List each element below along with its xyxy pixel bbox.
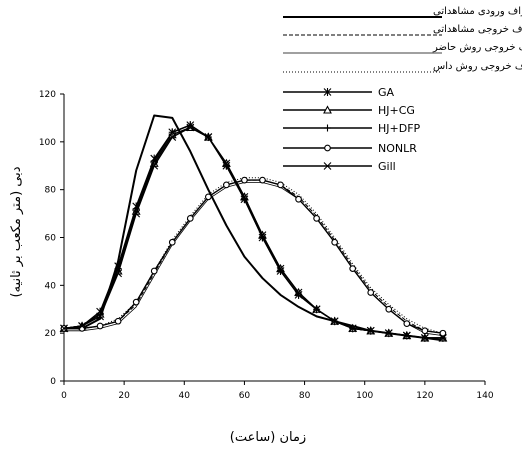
data-point bbox=[367, 289, 375, 296]
legend: هیدروگراف ورودی مشاهداتی هیدروگراف خروجی … bbox=[283, 5, 522, 173]
data-point bbox=[241, 176, 248, 184]
legend-marker bbox=[323, 105, 332, 114]
data-point bbox=[330, 317, 339, 326]
data-point bbox=[276, 264, 285, 273]
data-point bbox=[366, 326, 375, 335]
data-point bbox=[168, 133, 177, 141]
legend-marker bbox=[323, 88, 332, 96]
y-tick-label: 0 bbox=[50, 377, 56, 387]
legend-label: هیدروگراف خروجی مشاهداتی bbox=[433, 23, 522, 35]
y-tick-label: 120 bbox=[39, 90, 56, 100]
legend-item: GA bbox=[283, 86, 395, 99]
data-point bbox=[132, 209, 141, 218]
data-point bbox=[295, 195, 302, 203]
data-point bbox=[421, 327, 429, 335]
data-point bbox=[204, 133, 213, 141]
legend-item: هیدروگراف خروجی روش حاضر bbox=[283, 41, 522, 54]
x-tick-label: 100 bbox=[356, 391, 373, 401]
data-point bbox=[384, 329, 393, 338]
legend-label: HJ+DFP bbox=[378, 122, 421, 135]
series-8 bbox=[60, 123, 447, 342]
data-point bbox=[132, 298, 140, 306]
legend-label: NONLR bbox=[378, 142, 417, 155]
data-point bbox=[240, 192, 249, 201]
data-point bbox=[312, 305, 321, 314]
legend-label: Gill bbox=[378, 160, 396, 173]
data-point bbox=[186, 123, 195, 132]
data-point bbox=[402, 331, 411, 340]
x-tick-label: 120 bbox=[416, 391, 433, 401]
y-ticks: 0 20 40 60 80 100 120 bbox=[39, 90, 64, 387]
data-point bbox=[114, 269, 123, 278]
data-point bbox=[439, 334, 447, 342]
y-tick-label: 80 bbox=[45, 186, 57, 196]
data-point bbox=[114, 317, 122, 325]
legend-item: هیدروگراف خروجی مشاهداتی bbox=[283, 23, 522, 36]
data-point bbox=[204, 193, 212, 201]
legend-label: هیدروگراف خروجی روش حاضر bbox=[432, 41, 522, 53]
series-line bbox=[64, 179, 443, 334]
legend-item: هیدروگراف ورودی مشاهداتی bbox=[283, 5, 522, 18]
x-tick-label: 0 bbox=[61, 391, 67, 401]
legend-label: HJ+CG bbox=[378, 104, 415, 117]
legend-label: هیدروگراف ورودی مشاهداتی bbox=[433, 5, 522, 17]
plot-area: 0 20 40 60 80 100 120 140 0 20 40 60 80 100 120 bbox=[39, 90, 494, 401]
legend-label: GA bbox=[378, 86, 395, 99]
legend-item: Gill bbox=[283, 160, 396, 173]
series-line bbox=[63, 126, 443, 339]
y-tick-label: 60 bbox=[45, 234, 57, 244]
x-tick-label: 140 bbox=[476, 391, 493, 401]
y-tick-label: 100 bbox=[39, 138, 56, 148]
data-point bbox=[78, 322, 86, 330]
data-point bbox=[277, 181, 284, 189]
data-point bbox=[348, 324, 357, 333]
data-point bbox=[258, 231, 267, 239]
data-point bbox=[150, 267, 158, 275]
data-point bbox=[223, 181, 230, 189]
data-point bbox=[259, 176, 266, 184]
data-point bbox=[96, 312, 104, 321]
y-tick-label: 40 bbox=[45, 281, 57, 291]
data-point bbox=[168, 128, 176, 136]
x-tick-label: 60 bbox=[239, 391, 251, 401]
x-ticks: 0 20 40 60 80 100 120 140 bbox=[61, 381, 494, 401]
data-point bbox=[168, 238, 176, 246]
x-tick-label: 80 bbox=[299, 391, 311, 401]
data-point bbox=[313, 215, 320, 222]
y-tick-label: 20 bbox=[45, 329, 57, 339]
data-point bbox=[294, 288, 303, 297]
legend-label: هیدروگراف خروجی روش داس bbox=[433, 60, 522, 72]
data-point bbox=[420, 334, 429, 342]
data-point bbox=[150, 161, 159, 170]
legend-item: NONLR bbox=[283, 142, 417, 155]
legend-item: HJ+DFP bbox=[283, 122, 421, 135]
data-point bbox=[439, 329, 447, 337]
legend-marker bbox=[324, 124, 331, 132]
x-tick-label: 20 bbox=[118, 391, 130, 401]
data-point bbox=[96, 322, 104, 330]
x-axis-title: زمان (ساعت) bbox=[230, 430, 306, 445]
legend-marker bbox=[324, 144, 331, 152]
data-point bbox=[349, 265, 357, 272]
legend-marker bbox=[323, 162, 332, 170]
x-tick-label: 40 bbox=[179, 391, 191, 401]
data-point bbox=[385, 305, 393, 313]
legend-item: HJ+CG bbox=[283, 104, 415, 117]
data-point bbox=[222, 159, 231, 168]
data-point bbox=[403, 320, 411, 327]
data-point bbox=[186, 215, 194, 222]
series-group bbox=[59, 114, 448, 342]
data-point bbox=[60, 324, 68, 333]
data-point bbox=[331, 238, 338, 246]
y-axis-title: دبی (متر مکعب بر ثانیه) bbox=[9, 166, 24, 297]
legend-item: هیدروگراف خروجی روش داس bbox=[283, 60, 522, 73]
